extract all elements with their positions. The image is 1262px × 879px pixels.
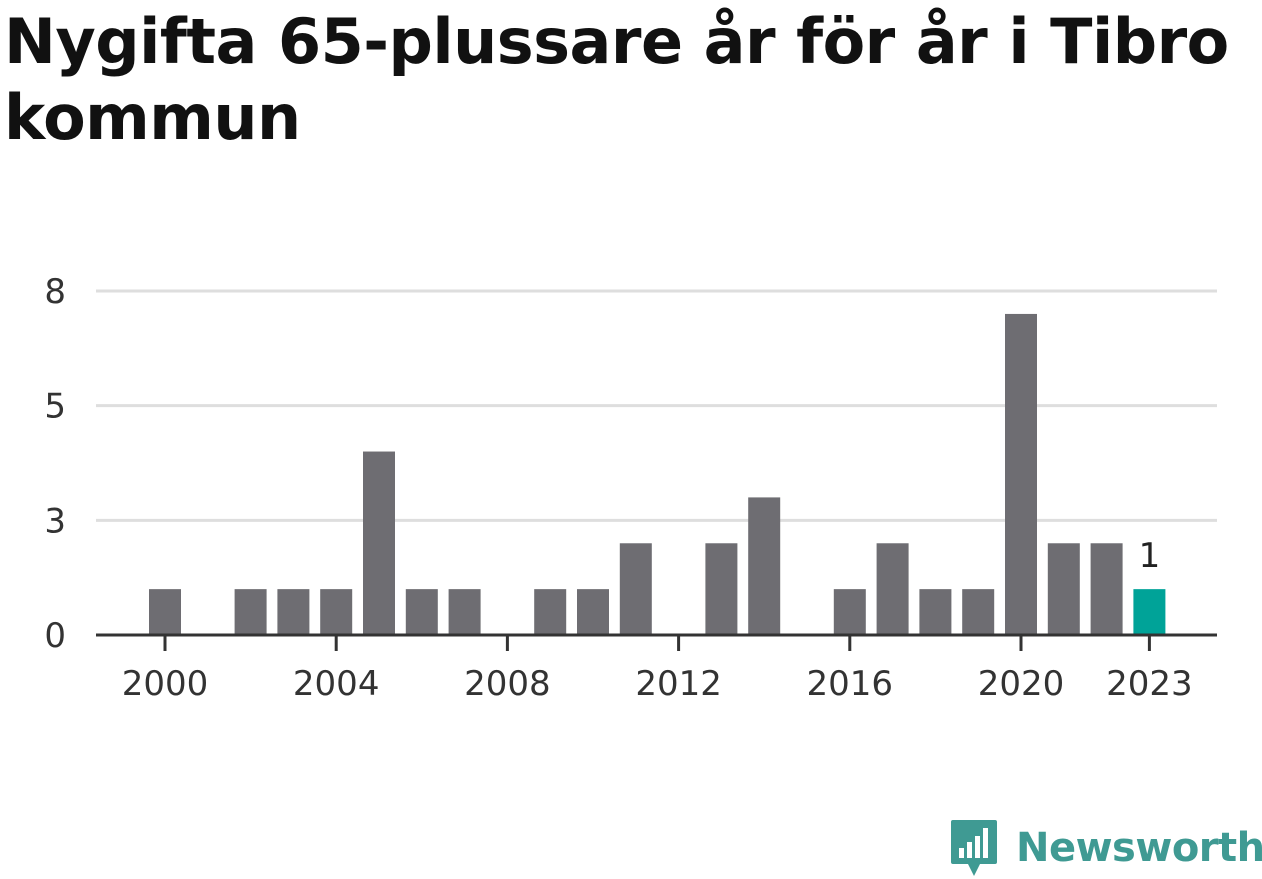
x-tick-label: 2012 (635, 664, 722, 704)
newsworthy-logo-icon (951, 820, 997, 876)
bar (619, 543, 652, 635)
bar (277, 589, 310, 635)
x-tick-label: 2004 (293, 664, 380, 704)
y-tick-label: 8 (44, 272, 66, 312)
bar (748, 497, 781, 635)
bar (1005, 313, 1037, 635)
bar (876, 543, 909, 635)
y-tick-label: 5 (44, 387, 66, 427)
x-tick-label: 2016 (807, 664, 894, 704)
y-tick-label: 3 (44, 501, 66, 541)
x-tick-label: 2020 (978, 664, 1065, 704)
bar (577, 589, 609, 635)
labels: 0 3 5 8 2000 2004 2008 2012 2016 2020 2023 1 (44, 272, 1192, 704)
bar (320, 589, 353, 635)
bar (919, 589, 952, 635)
x-tick-label: 2000 (122, 664, 209, 704)
gridlines (96, 289, 1217, 522)
highlight-value-label: 1 (1139, 536, 1161, 576)
bar (534, 589, 567, 635)
x-tick-label: 2008 (464, 664, 551, 704)
chart-title: Nygifta 65-plussare år för år i Tibro ko… (4, 5, 1229, 154)
bar (149, 589, 181, 635)
brand-logo: Newsworthy (950, 818, 1262, 878)
bar (1090, 543, 1123, 635)
axes (96, 633, 1217, 651)
bar (448, 589, 481, 635)
bar (833, 589, 866, 635)
bar-highlight (1133, 589, 1166, 635)
bar (363, 451, 395, 635)
x-tick-label: 2023 (1106, 664, 1193, 704)
bars (149, 313, 1166, 635)
bar (705, 543, 738, 635)
bar (1047, 543, 1080, 635)
bar (234, 589, 267, 635)
brand-name: Newsworthy (1016, 825, 1262, 871)
y-tick-label: 0 (44, 616, 66, 656)
bar (405, 589, 438, 635)
bar (962, 589, 995, 635)
